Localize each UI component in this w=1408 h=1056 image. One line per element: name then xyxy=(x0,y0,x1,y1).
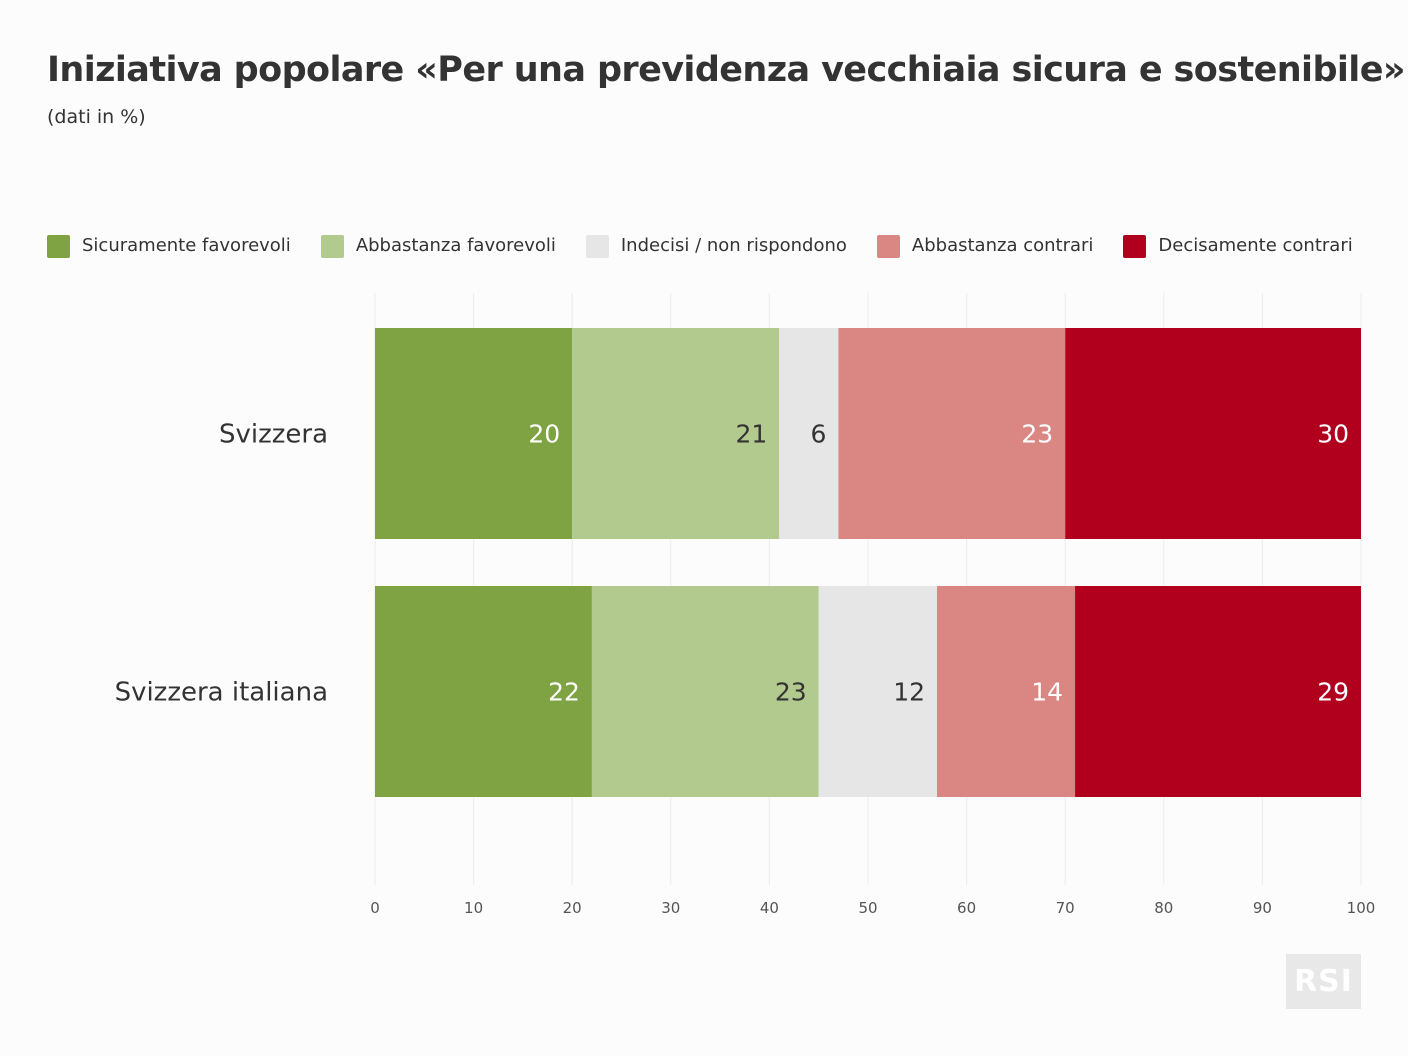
x-tick-label-0: 0 xyxy=(370,899,380,917)
data-label-indecisi-non-rispondono-svizzera: 6 xyxy=(811,420,827,449)
x-tick-label-20: 20 xyxy=(563,899,582,917)
rsi-logo: RSI xyxy=(1286,954,1361,1009)
x-tick-label-50: 50 xyxy=(858,899,877,917)
legend-item-decisamente-contrari: Decisamente contrari xyxy=(1123,233,1353,259)
legend: Sicuramente favorevoli Abbastanza favorev… xyxy=(47,233,1353,259)
category-label-svizzera-italiana: Svizzera italiana xyxy=(115,678,328,708)
x-tick-label-90: 90 xyxy=(1253,899,1272,917)
legend-label: Abbastanza favorevoli xyxy=(355,235,556,256)
legend-item-sicuramente-favorevoli: Sicuramente favorevoli xyxy=(47,233,291,259)
legend-swatch xyxy=(320,234,344,258)
legend-item-indecisi-non-rispondono: Indecisi / non rispondono xyxy=(585,233,847,259)
legend-item-abbastanza-contrari: Abbastanza contrari xyxy=(876,233,1094,259)
x-axis-ticks: 0 10 20 30 40 50 60 70 80 90 100 xyxy=(370,899,1375,917)
legend-swatch xyxy=(876,234,900,258)
x-tick-label-30: 30 xyxy=(661,899,680,917)
bar-decisamente-contrari-svizzera-italiana xyxy=(1075,586,1361,797)
data-label-decisamente-contrari-svizzera-italiana: 29 xyxy=(1317,678,1349,707)
bar-group-svizzera: Svizzera 20 21 6 23 30 xyxy=(219,328,1361,539)
legend-swatch xyxy=(1123,234,1147,258)
data-label-sicuramente-favorevoli-svizzera-italiana: 22 xyxy=(548,678,580,707)
category-label-svizzera: Svizzera xyxy=(219,420,328,450)
data-label-abbastanza-contrari-svizzera: 23 xyxy=(1021,420,1053,449)
data-label-indecisi-non-rispondono-svizzera-italiana: 12 xyxy=(893,678,925,707)
bar-abbastanza-contrari-svizzera xyxy=(838,328,1066,539)
data-label-sicuramente-favorevoli-svizzera: 20 xyxy=(528,420,560,449)
bar-abbastanza-favorevoli-svizzera xyxy=(572,328,780,539)
legend-label: Indecisi / non rispondono xyxy=(620,235,847,256)
bar-abbastanza-favorevoli-svizzera-italiana xyxy=(591,586,819,797)
data-label-abbastanza-contrari-svizzera-italiana: 14 xyxy=(1031,678,1063,707)
x-tick-label-100: 100 xyxy=(1347,899,1376,917)
legend-label: Sicuramente favorevoli xyxy=(82,235,291,256)
bar-decisamente-contrari-svizzera xyxy=(1065,328,1361,539)
legend-swatch xyxy=(47,234,70,258)
legend-item-abbastanza-favorevoli: Abbastanza favorevoli xyxy=(320,233,556,259)
x-tick-label-10: 10 xyxy=(464,899,483,917)
x-tick-label-70: 70 xyxy=(1056,899,1075,917)
data-label-abbastanza-favorevoli-svizzera-italiana: 23 xyxy=(775,678,807,707)
x-tick-label-60: 60 xyxy=(957,899,976,917)
chart-subtitle: (dati in %) xyxy=(47,106,146,128)
legend-label: Abbastanza contrari xyxy=(911,235,1094,256)
data-label-decisamente-contrari-svizzera: 30 xyxy=(1317,420,1349,449)
x-tick-label-80: 80 xyxy=(1154,899,1173,917)
data-label-abbastanza-favorevoli-svizzera: 21 xyxy=(735,420,767,449)
bar-sicuramente-favorevoli-svizzera xyxy=(375,328,573,539)
bar-abbastanza-contrari-svizzera-italiana xyxy=(937,586,1076,797)
bar-group-svizzera-italiana: Svizzera italiana 22 23 12 14 29 xyxy=(115,586,1361,797)
x-tick-label-40: 40 xyxy=(760,899,779,917)
legend-swatch xyxy=(585,234,609,258)
bar-sicuramente-favorevoli-svizzera-italiana xyxy=(375,586,592,797)
legend-label: Decisamente contrari xyxy=(1158,235,1353,256)
bar-indecisi-non-rispondono-svizzera-italiana xyxy=(818,586,938,797)
bar-indecisi-non-rispondono-svizzera xyxy=(779,328,839,539)
chart-title: Iniziativa popolare «Per una previdenza … xyxy=(47,50,1405,90)
